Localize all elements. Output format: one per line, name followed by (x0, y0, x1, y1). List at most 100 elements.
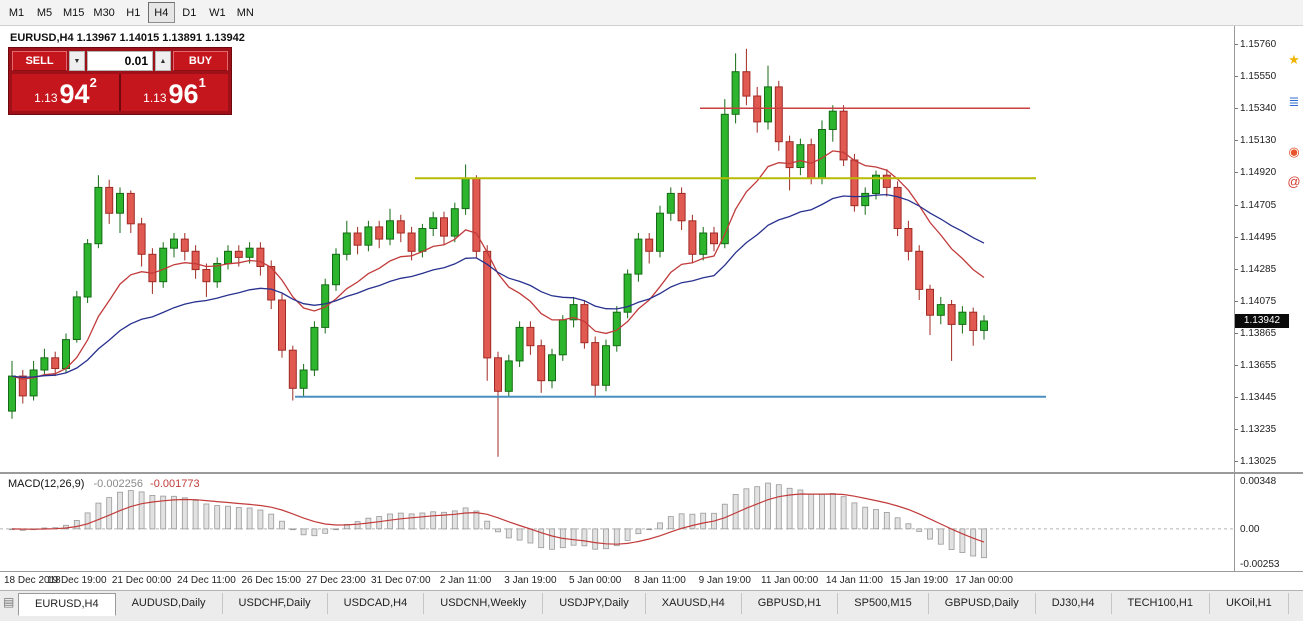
sell-button[interactable]: SELL (12, 51, 67, 71)
symbol-tab-usdcad-h4[interactable]: USDCAD,H4 (328, 593, 425, 614)
time-axis-separator (0, 571, 1303, 572)
price-scale-label: 1.14285 (1240, 263, 1277, 275)
price-scale-tick (1234, 172, 1238, 174)
price-scale-label: 1.13655 (1240, 359, 1277, 371)
symbol-tabs: EURUSD,H4 AUDUSD,Daily USDCHF,Daily USDCAD,… (18, 591, 1303, 621)
time-axis-label: 17 Jan 00:00 (955, 575, 1013, 586)
volume-decrease-button[interactable]: ▼ (69, 51, 85, 71)
volume-increase-button[interactable]: ▲ (155, 51, 171, 71)
price-scale-tick (1234, 236, 1238, 238)
buy-price-display[interactable]: 1.13 96 1 (121, 74, 228, 111)
price-scale-tick (1234, 396, 1238, 398)
time-axis-label: 24 Dec 11:00 (177, 575, 236, 586)
timeframe-button-h4[interactable]: H4 (147, 2, 175, 23)
price-scale-tick (1234, 300, 1238, 302)
price-scale-label: 1.15340 (1240, 103, 1277, 115)
timeframe-button-m5[interactable]: M5 (31, 2, 58, 23)
current-price-tag: 1.13942 (1235, 313, 1289, 328)
one-click-trading-panel: SELL ▼ ▲ BUY 1.13 94 2 1.13 96 1 (8, 47, 232, 115)
buy-price-prefix: 1.13 (143, 91, 167, 105)
price-scale-label: 1.15130 (1240, 135, 1277, 147)
price-scale-tick (1234, 76, 1238, 78)
macd-indicator-label: MACD(12,26,9) -0.002256 -0.001773 (8, 478, 200, 490)
timeframe-toolbar: M1 M5 M15 M30 H1 H4 D1 W1 MN (0, 0, 1303, 26)
price-scale-tick (1234, 460, 1238, 462)
buy-price-pip: 1 (198, 75, 206, 90)
price-scale-tick (1234, 332, 1238, 334)
mail-at-icon[interactable]: @ (1287, 174, 1301, 189)
symbol-tab-xauusd-h4[interactable]: XAUUSD,H4 (646, 593, 742, 614)
price-scale-label: 1.14495 (1240, 231, 1277, 243)
price-scale-label: 1.13445 (1240, 391, 1277, 403)
buy-button[interactable]: BUY (173, 51, 228, 71)
price-scale-label: 1.15550 (1240, 71, 1277, 83)
desktop-sidebar: ★ ≣ ◉ @ (1285, 26, 1303, 586)
price-scale-tick (1234, 140, 1238, 142)
symbol-tab-dj30-h4[interactable]: DJ30,H4 (1036, 593, 1112, 614)
macd-canvas[interactable] (0, 474, 1234, 570)
macd-signal-value: -0.001773 (150, 478, 200, 490)
price-scale-label: 1.13865 (1240, 327, 1277, 339)
symbol-tab-usdcnh-weekly[interactable]: USDCNH,Weekly (424, 593, 544, 614)
timeframe-button-mn[interactable]: MN (232, 2, 259, 23)
price-scale-tick (1234, 268, 1238, 270)
macd-name: MACD(12,26,9) (8, 478, 85, 490)
macd-main-value: -0.002256 (93, 478, 144, 490)
symbol-tab-u[interactable]: U (1289, 593, 1303, 614)
trade-prices-row: 1.13 94 2 1.13 96 1 (12, 74, 228, 111)
time-axis-label: 15 Jan 19:00 (890, 575, 949, 586)
macd-scale-label: -0.00253 (1240, 558, 1280, 570)
timeframe-button-m30[interactable]: M30 (89, 2, 118, 23)
symbol-tab-usdjpy-daily[interactable]: USDJPY,Daily (543, 593, 646, 614)
time-axis-label: 14 Jan 11:00 (825, 575, 883, 586)
price-scale-label: 1.14705 (1240, 199, 1277, 211)
symbol-tab-ukoil-h1[interactable]: UKOil,H1 (1210, 593, 1289, 614)
chart-list-icon[interactable]: ▤ (3, 595, 15, 609)
time-axis-label: 31 Dec 07:00 (371, 575, 431, 586)
symbol-tab-gbpusd-h1[interactable]: GBPUSD,H1 (742, 593, 839, 614)
volume-input[interactable] (87, 51, 153, 71)
sell-price-prefix: 1.13 (34, 91, 58, 105)
price-scale-label: 1.15760 (1240, 39, 1277, 51)
time-axis-label: 21 Dec 00:00 (111, 575, 172, 586)
time-axis-label: 3 Jan 19:00 (504, 575, 557, 586)
symbol-tab-eurusd-h4[interactable]: EURUSD,H4 (18, 593, 116, 616)
pane-splitter[interactable] (0, 472, 1303, 474)
timeframe-button-m15[interactable]: M15 (59, 2, 88, 23)
price-scale-label: 1.14920 (1240, 167, 1277, 179)
timeframe-button-d1[interactable]: D1 (176, 2, 203, 23)
time-axis-label: 5 Jan 00:00 (569, 575, 622, 586)
price-divider (119, 74, 121, 111)
time-axis-label: 8 Jan 11:00 (634, 575, 686, 586)
timeframe-button-m1[interactable]: M1 (3, 2, 30, 23)
price-scale-label: 1.13025 (1240, 455, 1277, 467)
macd-scale-label: 0.00348 (1240, 476, 1277, 488)
chart-ohlc-header: EURUSD,H4 1.13967 1.14015 1.13891 1.1394… (10, 32, 245, 44)
sell-price-big-digits: 94 (59, 79, 90, 109)
symbol-tab-audusd-daily[interactable]: AUDUSD,Daily (116, 593, 223, 614)
star-icon[interactable]: ★ (1288, 52, 1300, 67)
time-axis-label: 27 Dec 23:00 (306, 575, 366, 586)
time-axis-label: 11 Jan 00:00 (761, 575, 819, 586)
symbol-tab-tech100-h1[interactable]: TECH100,H1 (1112, 593, 1210, 614)
sell-price-display[interactable]: 1.13 94 2 (12, 74, 119, 111)
time-axis-label: 2 Jan 11:00 (439, 575, 492, 586)
price-scale-tick (1234, 44, 1238, 46)
buy-price-big-digits: 96 (168, 79, 199, 109)
scale-border (1234, 26, 1235, 571)
price-scale-tick (1234, 204, 1238, 206)
price-scale-tick (1234, 428, 1238, 430)
price-scale-label: 1.14075 (1240, 295, 1277, 307)
price-scale-tick (1234, 108, 1238, 110)
symbol-tab-gbpusd-daily[interactable]: GBPUSD,Daily (929, 593, 1036, 614)
symbol-tab-sp500-m15[interactable]: SP500,M15 (838, 593, 929, 614)
sell-price-pip: 2 (89, 75, 97, 90)
timeframe-button-w1[interactable]: W1 (204, 2, 231, 23)
trade-controls-row: SELL ▼ ▲ BUY (12, 51, 228, 71)
symbol-tab-usdchf-daily[interactable]: USDCHF,Daily (223, 593, 328, 614)
timeframe-button-h1[interactable]: H1 (120, 2, 147, 23)
time-axis-label: 18 Dec 2018 (4, 575, 61, 586)
panel-list-icon[interactable]: ≣ (1288, 94, 1300, 109)
browser-icon[interactable]: ◉ (1288, 144, 1300, 159)
